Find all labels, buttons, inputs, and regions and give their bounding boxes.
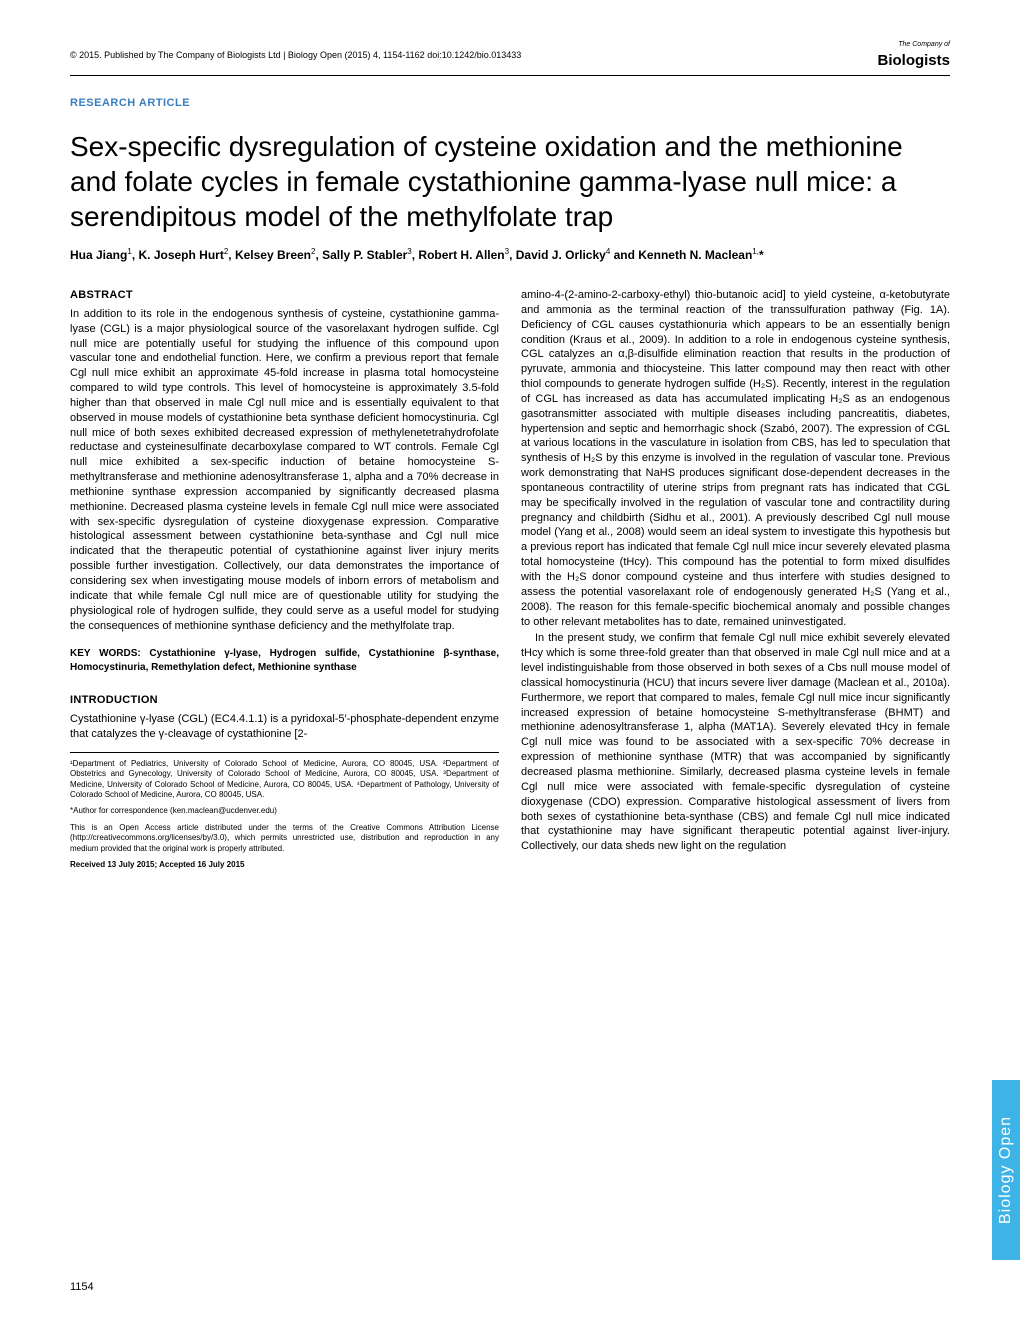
journal-side-tab: Biology Open [992, 1080, 1020, 1260]
header-bar: © 2015. Published by The Company of Biol… [70, 40, 950, 76]
copyright-text: © 2015. Published by The Company of Biol… [70, 49, 521, 62]
left-column: ABSTRACT In addition to its role in the … [70, 288, 499, 876]
page-number: 1154 [70, 1280, 94, 1295]
body-paragraph-2: In the present study, we confirm that fe… [521, 631, 950, 854]
body-paragraph-1: amino-4-(2-amino-2-carboxy-ethyl) thio-b… [521, 288, 950, 629]
license-text: This is an Open Access article distribut… [70, 823, 499, 854]
introduction-left-fragment: Cystathionine γ-lyase (CGL) (EC4.4.1.1) … [70, 712, 499, 742]
article-type-label: RESEARCH ARTICLE [70, 96, 950, 111]
publisher-logo: The Company of Biologists [877, 40, 950, 71]
footnotes-block: ¹Department of Pediatrics, University of… [70, 752, 499, 871]
logo-line2: Biologists [877, 50, 950, 71]
authors-list: Hua Jiang1, K. Joseph Hurt2, Kelsey Bree… [70, 246, 950, 264]
abstract-body: In addition to its role in the endogenou… [70, 307, 499, 634]
abstract-heading: ABSTRACT [70, 288, 499, 303]
received-dates: Received 13 July 2015; Accepted 16 July … [70, 860, 499, 870]
logo-line1: The Company of [877, 40, 950, 50]
introduction-heading: INTRODUCTION [70, 693, 499, 708]
affiliations-text: ¹Department of Pediatrics, University of… [70, 759, 499, 801]
correspondence-text: *Author for correspondence (ken.maclean@… [70, 806, 499, 816]
article-title: Sex-specific dysregulation of cysteine o… [70, 129, 950, 234]
right-column: amino-4-(2-amino-2-carboxy-ethyl) thio-b… [521, 288, 950, 876]
keywords-block: KEY WORDS: Cystathionine γ-lyase, Hydrog… [70, 647, 499, 675]
